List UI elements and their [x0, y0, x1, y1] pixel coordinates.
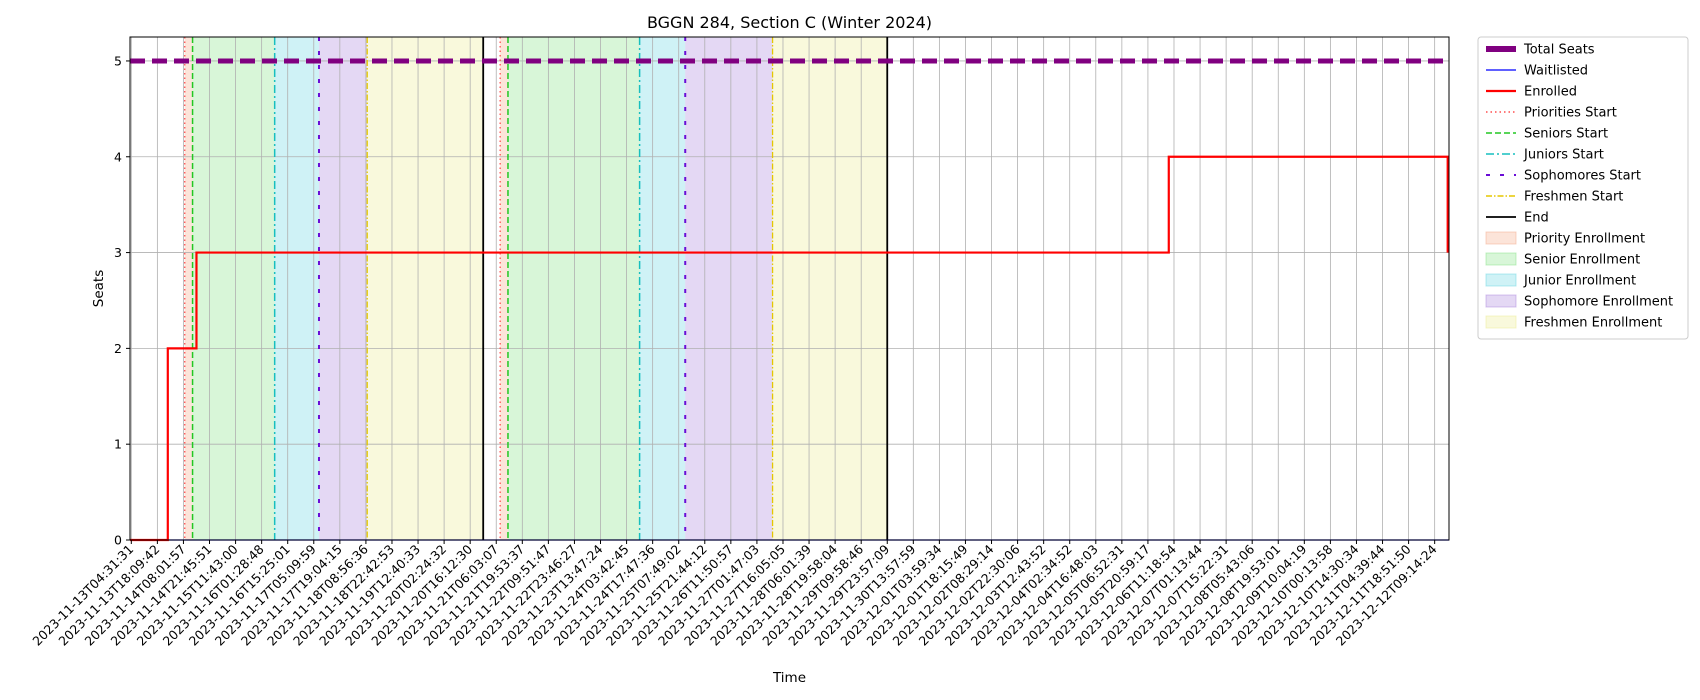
legend-label-priorities-start: Priorities Start [1524, 106, 1617, 121]
legend: Total Seats Waitlisted Enrolled Priorities … [1477, 36, 1689, 340]
freshmen-enrollment-span-2 [772, 37, 888, 540]
sophomore-enrollment-span-2 [685, 37, 773, 540]
y-axis-title: Seats [91, 270, 107, 307]
x-axis-ticks: 2023-11-13T04:31:312023-11-13T18:09:4220… [29, 540, 1440, 649]
y-tick-label: 5 [114, 53, 122, 68]
legend-label-end: End [1524, 211, 1549, 226]
junior-enrollment-span-1 [274, 37, 319, 540]
legend-label-juniors-start: Juniors Start [1523, 148, 1604, 163]
legend-swatch-junior-enrollment [1485, 273, 1517, 287]
sophomore-enrollment-span-1 [318, 37, 368, 540]
grid-lines [130, 37, 1449, 541]
priority-enrollment-span-2 [500, 37, 508, 540]
legend-label-junior-enrollment: Junior Enrollment [1523, 274, 1636, 289]
legend-swatch-senior-enrollment [1485, 252, 1517, 266]
x-axis-title: Time [772, 670, 806, 686]
legend-label-seniors-start: Seniors Start [1524, 127, 1608, 142]
y-tick-label: 4 [114, 149, 122, 164]
junior-enrollment-span-2 [639, 37, 686, 540]
legend-swatch-sophomore-enrollment [1485, 294, 1517, 308]
legend-label-waitlisted: Waitlisted [1524, 64, 1588, 79]
senior-enrollment-span-1 [192, 37, 275, 540]
legend-label-sophomore-enrollment: Sophomore Enrollment [1524, 295, 1673, 310]
legend-label-senior-enrollment: Senior Enrollment [1524, 253, 1640, 268]
legend-label-enrolled: Enrolled [1524, 85, 1577, 100]
legend-label-priority-enrollment: Priority Enrollment [1524, 232, 1645, 247]
legend-label-total-seats: Total Seats [1523, 43, 1595, 58]
period-start-lines [184, 37, 889, 540]
legend-frame [1477, 36, 1689, 340]
y-axis-ticks: 0 1 2 3 4 5 [114, 53, 130, 548]
enrollment-period-spans [184, 37, 888, 540]
y-tick-label: 3 [114, 245, 122, 260]
legend-label-sophomores-start: Sophomores Start [1524, 169, 1641, 184]
y-tick-label: 1 [114, 437, 122, 452]
legend-swatch-priority-enrollment [1485, 231, 1517, 245]
y-tick-label: 0 [114, 533, 122, 548]
freshmen-enrollment-span-1 [367, 37, 484, 540]
senior-enrollment-span-2 [507, 37, 640, 540]
legend-label-freshmen-start: Freshmen Start [1524, 190, 1623, 205]
y-tick-label: 2 [114, 341, 122, 356]
priority-enrollment-span-1 [184, 37, 193, 540]
legend-label-freshmen-enrollment: Freshmen Enrollment [1524, 316, 1662, 331]
enrolled-series-line [130, 155, 1449, 542]
plot-frame [129, 36, 1450, 541]
legend-swatch-freshmen-enrollment [1485, 315, 1517, 329]
chart-title: BGGN 284, Section C (Winter 2024) [647, 13, 932, 32]
